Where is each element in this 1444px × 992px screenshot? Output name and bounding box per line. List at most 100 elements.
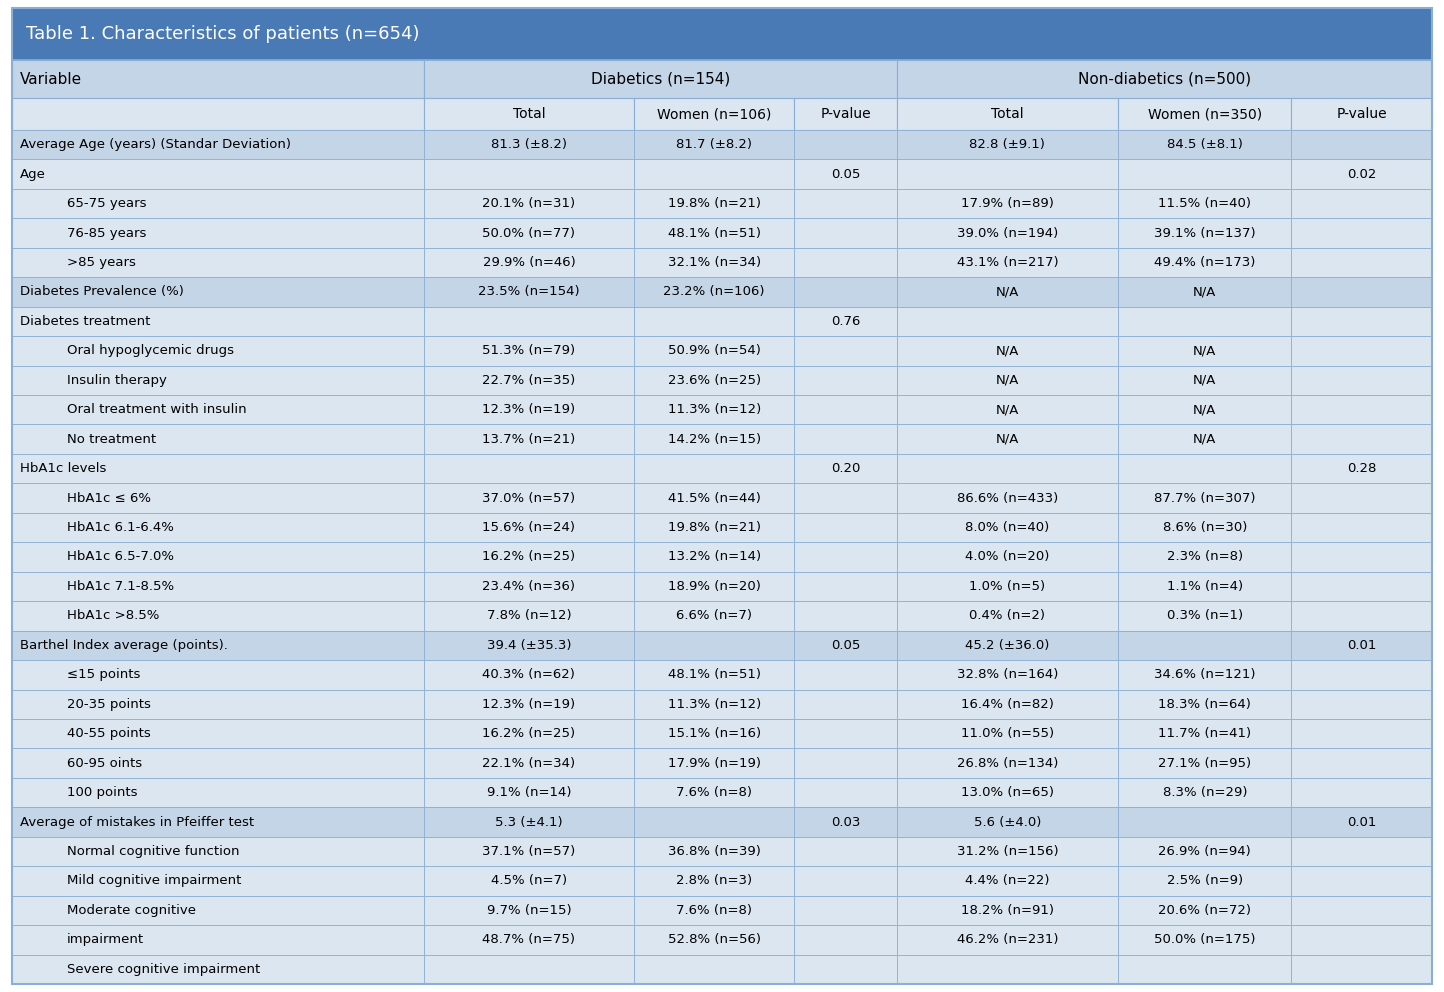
Bar (1291, 248, 1432, 277)
Bar (423, 188, 634, 218)
Bar (897, 248, 1118, 277)
Text: 15.1% (n=16): 15.1% (n=16) (667, 727, 761, 740)
Text: 17.9% (n=19): 17.9% (n=19) (667, 757, 761, 770)
Bar (634, 483, 794, 513)
Text: 19.8% (n=21): 19.8% (n=21) (667, 197, 761, 210)
Bar (12, 689, 423, 719)
Text: 32.8% (n=164): 32.8% (n=164) (957, 669, 1058, 682)
Bar (1118, 277, 1291, 307)
Bar (897, 837, 1118, 866)
Bar (423, 543, 634, 571)
Text: 8.6% (n=30): 8.6% (n=30) (1162, 521, 1248, 534)
Bar (12, 130, 423, 160)
Bar (634, 778, 794, 807)
Bar (423, 160, 634, 188)
Bar (423, 98, 634, 130)
Text: 32.1% (n=34): 32.1% (n=34) (667, 256, 761, 269)
Bar (794, 248, 897, 277)
Bar (423, 366, 634, 395)
Bar (634, 719, 794, 748)
Text: 51.3% (n=79): 51.3% (n=79) (482, 344, 576, 357)
Text: 11.3% (n=12): 11.3% (n=12) (667, 697, 761, 710)
Text: 34.6% (n=121): 34.6% (n=121) (1154, 669, 1255, 682)
Bar (634, 454, 794, 483)
Bar (12, 866, 423, 896)
Bar (897, 660, 1118, 689)
Bar (1291, 631, 1432, 660)
Bar (794, 719, 897, 748)
Bar (12, 160, 423, 188)
Bar (423, 748, 634, 778)
Text: 22.1% (n=34): 22.1% (n=34) (482, 757, 576, 770)
Text: 2.3% (n=8): 2.3% (n=8) (1167, 551, 1243, 563)
Text: 27.1% (n=95): 27.1% (n=95) (1158, 757, 1252, 770)
Bar (1291, 366, 1432, 395)
Bar (423, 130, 634, 160)
Text: 48.1% (n=51): 48.1% (n=51) (667, 226, 761, 240)
Text: Moderate cognitive: Moderate cognitive (66, 904, 196, 917)
Text: 0.01: 0.01 (1347, 639, 1376, 652)
Text: P-value: P-value (820, 107, 871, 121)
Bar (634, 926, 794, 954)
Bar (794, 513, 897, 543)
Bar (634, 160, 794, 188)
Bar (1291, 277, 1432, 307)
Bar (794, 660, 897, 689)
Bar (423, 896, 634, 926)
Text: Barthel Index average (points).: Barthel Index average (points). (20, 639, 228, 652)
Bar (423, 307, 634, 336)
Text: 5.6 (±4.0): 5.6 (±4.0) (973, 815, 1041, 828)
Bar (1291, 188, 1432, 218)
Text: 13.7% (n=21): 13.7% (n=21) (482, 433, 576, 445)
Text: 50.0% (n=175): 50.0% (n=175) (1154, 933, 1255, 946)
Text: 48.1% (n=51): 48.1% (n=51) (667, 669, 761, 682)
Text: N/A: N/A (1193, 344, 1216, 357)
Text: 40-55 points: 40-55 points (66, 727, 150, 740)
Bar (423, 631, 634, 660)
Bar (12, 926, 423, 954)
Bar (1291, 307, 1432, 336)
Text: 11.3% (n=12): 11.3% (n=12) (667, 404, 761, 417)
Bar (897, 425, 1118, 454)
Bar (897, 689, 1118, 719)
Text: 12.3% (n=19): 12.3% (n=19) (482, 404, 576, 417)
Bar (897, 307, 1118, 336)
Bar (423, 866, 634, 896)
Bar (897, 866, 1118, 896)
Bar (1118, 395, 1291, 425)
Bar (897, 513, 1118, 543)
Text: Insulin therapy: Insulin therapy (66, 374, 168, 387)
Bar (794, 631, 897, 660)
Bar (634, 98, 794, 130)
Bar (634, 366, 794, 395)
Bar (634, 395, 794, 425)
Bar (1118, 778, 1291, 807)
Text: N/A: N/A (1193, 404, 1216, 417)
Bar (1291, 98, 1432, 130)
Text: 13.0% (n=65): 13.0% (n=65) (960, 786, 1054, 800)
Bar (794, 218, 897, 248)
Text: 45.2 (±36.0): 45.2 (±36.0) (965, 639, 1050, 652)
Bar (423, 395, 634, 425)
Text: 37.0% (n=57): 37.0% (n=57) (482, 492, 576, 505)
Bar (12, 248, 423, 277)
Bar (12, 218, 423, 248)
Bar (897, 98, 1118, 130)
Bar (423, 601, 634, 631)
Bar (12, 601, 423, 631)
Bar (12, 837, 423, 866)
Bar (794, 395, 897, 425)
Bar (897, 454, 1118, 483)
Text: 0.76: 0.76 (830, 314, 861, 328)
Text: 23.2% (n=106): 23.2% (n=106) (663, 286, 765, 299)
Text: 100 points: 100 points (66, 786, 137, 800)
Text: 1.1% (n=4): 1.1% (n=4) (1167, 580, 1243, 593)
Bar (423, 277, 634, 307)
Bar (12, 719, 423, 748)
Bar (1291, 483, 1432, 513)
Bar (423, 954, 634, 984)
Text: Age: Age (20, 168, 46, 181)
Bar (12, 336, 423, 366)
Bar (1118, 188, 1291, 218)
Text: Variable: Variable (20, 71, 82, 86)
